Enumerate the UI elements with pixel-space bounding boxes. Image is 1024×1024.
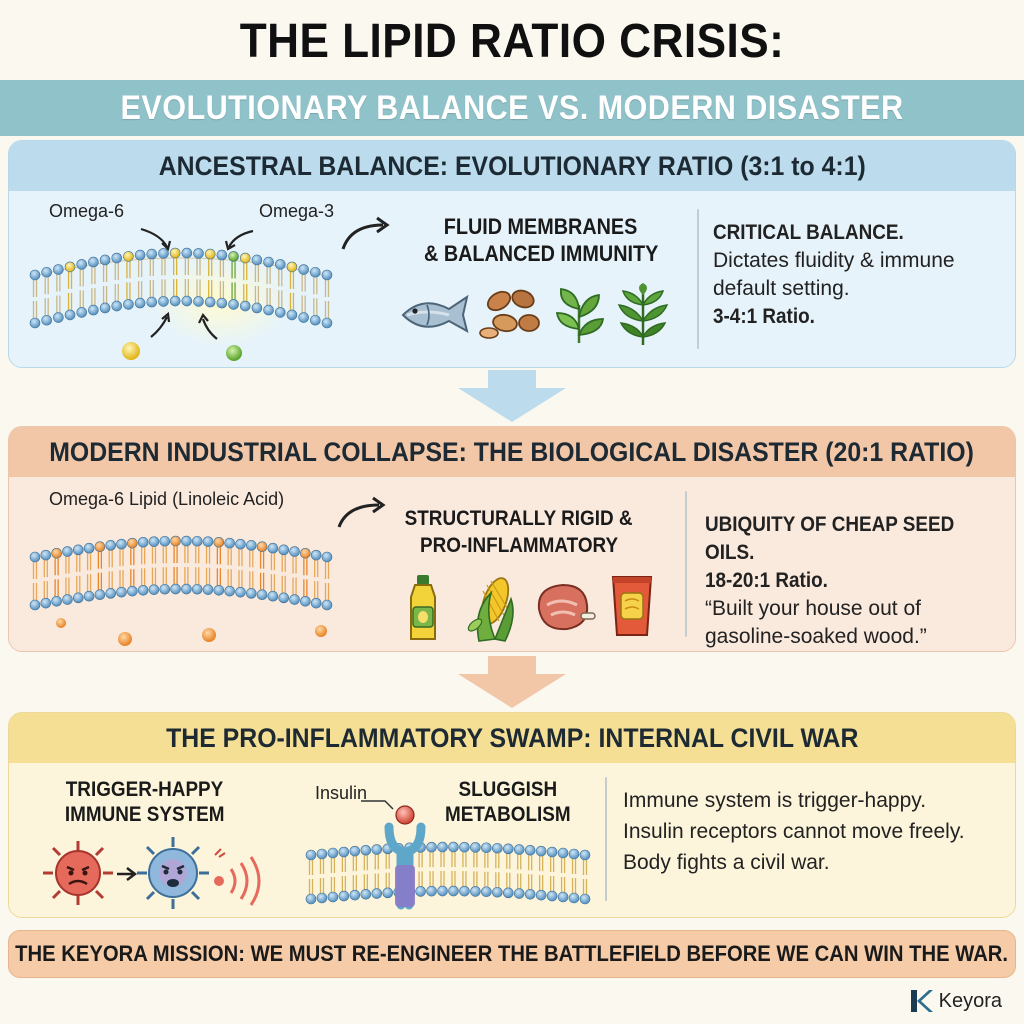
membrane-lipids bbox=[29, 535, 333, 611]
meat-icon bbox=[537, 583, 596, 631]
linoleic-acid-label: Omega-6 Lipid (Linoleic Acid) bbox=[49, 489, 285, 509]
chips-bag-icon bbox=[611, 576, 653, 636]
subtitle-band: EVOLUTIONARY BALANCE VS. MODERN DISASTER bbox=[0, 80, 1024, 136]
insulin-receptor-membrane bbox=[305, 800, 591, 910]
immune-cell-icon bbox=[137, 837, 209, 909]
herb-icon bbox=[617, 283, 669, 345]
divider bbox=[685, 491, 687, 637]
outcome-title: STRUCTURALLY RIGID & PRO-INFLAMMATORY bbox=[405, 507, 633, 557]
divider bbox=[697, 209, 699, 349]
leafy-greens-icon bbox=[555, 287, 605, 343]
modern-collapse-panel: MODERN INDUSTRIAL COLLAPSE: THE BIOLOGIC… bbox=[8, 426, 1016, 652]
nuts-icon bbox=[479, 289, 540, 339]
metabolism-title: SLUGGISH METABOLISM bbox=[445, 778, 571, 826]
arrow-right-icon bbox=[117, 867, 138, 881]
insulin-label: Insulin bbox=[315, 783, 368, 803]
balanced-membrane-diagram bbox=[29, 227, 333, 361]
alarm-waves-icon bbox=[214, 848, 261, 906]
side-notes: CRITICAL BALANCE. Dictates fluidity & im… bbox=[713, 221, 955, 328]
fish-icon bbox=[401, 294, 469, 333]
mission-banner: THE KEYORA MISSION: WE MUST RE-ENGINEER … bbox=[8, 930, 1016, 978]
side-notes: UBIQUITY OF CHEAP SEED OILS. 18-20:1 Rat… bbox=[705, 513, 955, 648]
membrane-lipids bbox=[29, 247, 333, 329]
keyora-logo-icon bbox=[910, 990, 933, 1012]
rigid-membrane-diagram bbox=[29, 535, 333, 646]
panel-body: TRIGGER-HAPPY IMMUNE SYSTEM bbox=[9, 763, 1015, 917]
panel-heading: ANCESTRAL BALANCE: EVOLUTIONARY RATIO (3… bbox=[9, 141, 1015, 191]
panel-heading: MODERN INDUSTRIAL COLLAPSE: THE BIOLOGIC… bbox=[9, 427, 1015, 477]
panel-body: Omega-6 Lipid (Linoleic Acid) STRUCTURAL… bbox=[9, 477, 1015, 651]
arrow-down-icon bbox=[458, 370, 566, 422]
panel-body: Omega-6 Omega-3 bbox=[9, 191, 1015, 367]
divider bbox=[605, 777, 607, 901]
side-notes: Immune system is trigger-happy. Insulin … bbox=[623, 789, 965, 874]
arrow-right-icon bbox=[337, 496, 386, 528]
inflammatory-swamp-panel: THE PRO-INFLAMMATORY SWAMP: INTERNAL CIV… bbox=[8, 712, 1016, 918]
corn-soy-icon bbox=[467, 577, 514, 642]
page-title: THE LIPID RATIO CRISIS: bbox=[239, 15, 785, 68]
omega6-label: Omega-6 bbox=[49, 201, 125, 221]
immune-title: TRIGGER-HAPPY IMMUNE SYSTEM bbox=[65, 778, 225, 826]
angry-virus-icon bbox=[43, 841, 113, 905]
brand-name: Keyora bbox=[938, 989, 1002, 1012]
membrane-lipids bbox=[305, 841, 591, 905]
arrow-down-icon bbox=[458, 656, 566, 708]
page-subtitle: EVOLUTIONARY BALANCE VS. MODERN DISASTER bbox=[120, 88, 904, 127]
oil-bottle-icon bbox=[410, 575, 436, 640]
ancestral-balance-panel: ANCESTRAL BALANCE: EVOLUTIONARY RATIO (3… bbox=[8, 140, 1016, 368]
brand-logo: Keyora bbox=[909, 988, 1002, 1014]
omega3-label: Omega-3 bbox=[259, 201, 335, 221]
outcome-title: FLUID MEMBRANES & BALANCED IMMUNITY bbox=[423, 214, 659, 266]
panel-heading: THE PRO-INFLAMMATORY SWAMP: INTERNAL CIV… bbox=[9, 713, 1015, 763]
arrow-right-icon bbox=[341, 216, 390, 250]
